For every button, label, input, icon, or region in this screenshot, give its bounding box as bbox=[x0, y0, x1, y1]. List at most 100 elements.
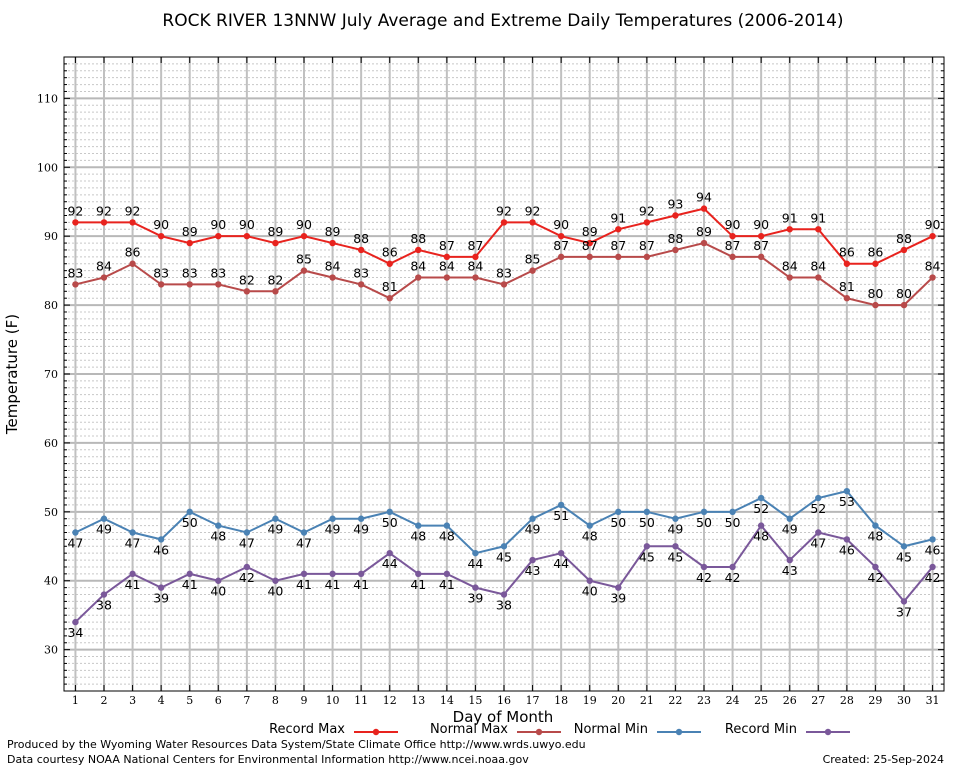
normal-min-data-label: 49 bbox=[525, 522, 541, 537]
normal-min-point bbox=[672, 515, 679, 522]
x-tick-label: 9 bbox=[301, 694, 308, 707]
normal-max-data-label: 86 bbox=[125, 245, 141, 260]
record-min-data-label: 39 bbox=[467, 591, 483, 606]
normal-max-point bbox=[300, 267, 308, 274]
normal-max-data-label: 87 bbox=[639, 238, 655, 253]
record-max-data-label: 86 bbox=[839, 245, 855, 260]
record-max-point bbox=[215, 232, 222, 240]
series-record-min: 34 38 41 39 41 40 42 40 41 41 41 44 41 41 39 38 43 44 40 39… bbox=[67, 522, 941, 640]
normal-max-point bbox=[129, 260, 136, 267]
normal-min-data-label: 49 bbox=[267, 522, 283, 537]
x-tick-label: 27 bbox=[811, 694, 825, 707]
normal-min-data-label: 48 bbox=[439, 529, 455, 544]
normal-max-data-label: 83 bbox=[353, 265, 369, 280]
footer-data-courtesy: Data courtesy NOAA National Centers for … bbox=[7, 753, 529, 766]
normal-max-data-label: 82 bbox=[267, 272, 283, 287]
x-tick-label: 4 bbox=[158, 694, 165, 707]
normal-min-point bbox=[472, 549, 479, 557]
record-max-point bbox=[357, 246, 365, 254]
x-axis-label: Day of Month bbox=[453, 708, 554, 726]
record-max-point bbox=[643, 219, 651, 226]
record-min-data-label: 39 bbox=[610, 591, 626, 606]
normal-max-data-label: 84 bbox=[810, 259, 826, 274]
record-max-data-label: 92 bbox=[96, 203, 112, 218]
y-tick-label: 30 bbox=[44, 644, 58, 657]
normal-min-data-label: 46 bbox=[925, 542, 941, 557]
normal-min-point bbox=[72, 529, 79, 536]
record-max-data-label: 92 bbox=[639, 203, 655, 218]
normal-max-point bbox=[472, 274, 479, 281]
normal-max-point bbox=[415, 274, 422, 281]
y-axis-label: Temperature (F) bbox=[3, 314, 21, 435]
record-max-data-label: 90 bbox=[925, 217, 941, 232]
normal-max-data-label: 87 bbox=[582, 238, 598, 253]
legend-label-record-min: Record Min bbox=[725, 722, 797, 737]
normal-min-data-label: 52 bbox=[753, 501, 769, 516]
x-tick-label: 1 bbox=[72, 694, 79, 707]
normal-min-point bbox=[615, 508, 622, 516]
normal-max-data-label: 80 bbox=[896, 286, 912, 301]
series-record-max: 92 92 92 90 89 90 90 89 90 89 88 86 88 87 87 92 92 90 89 91… bbox=[67, 190, 941, 267]
record-min-point bbox=[500, 591, 508, 598]
normal-min-point bbox=[243, 529, 251, 536]
normal-min-data-label: 48 bbox=[410, 529, 426, 544]
record-min-point bbox=[872, 563, 879, 571]
x-tick-label: 21 bbox=[640, 694, 654, 707]
normal-min-point bbox=[643, 508, 651, 516]
y-tick-label: 40 bbox=[44, 575, 58, 588]
record-min-data-label: 41 bbox=[182, 577, 198, 592]
normal-min-data-label: 48 bbox=[582, 529, 598, 544]
x-tick-label: 24 bbox=[726, 694, 740, 707]
record-min-data-label: 40 bbox=[267, 584, 283, 599]
record-max-point bbox=[557, 232, 565, 240]
normal-max-data-label: 84 bbox=[325, 259, 341, 274]
record-max-point bbox=[415, 246, 422, 254]
record-min-data-label: 40 bbox=[210, 584, 226, 599]
normal-min-data-label: 49 bbox=[353, 522, 369, 537]
footer-created-date: Created: 25-Sep-2024 bbox=[823, 753, 944, 766]
record-min-data-label: 41 bbox=[353, 577, 369, 592]
record-max-data-label: 92 bbox=[525, 203, 541, 218]
normal-max-point bbox=[243, 288, 251, 295]
normal-max-data-label: 84 bbox=[925, 259, 941, 274]
normal-min-data-label: 50 bbox=[639, 515, 655, 530]
x-tick-label: 5 bbox=[186, 694, 193, 707]
x-tick-label: 7 bbox=[243, 694, 250, 707]
record-min-data-label: 37 bbox=[896, 604, 912, 619]
record-min-point bbox=[329, 570, 336, 578]
record-max-point bbox=[729, 232, 736, 240]
record-min-point bbox=[243, 563, 251, 571]
normal-max-data-label: 84 bbox=[782, 259, 798, 274]
record-min-point bbox=[386, 549, 393, 557]
normal-max-point bbox=[357, 281, 365, 288]
record-max-point bbox=[700, 205, 708, 212]
record-max-data-label: 88 bbox=[896, 231, 912, 246]
x-tick-label: 14 bbox=[440, 694, 454, 707]
x-tick-label: 2 bbox=[101, 694, 108, 707]
record-max-data-label: 94 bbox=[696, 190, 712, 205]
x-tick-label: 3 bbox=[129, 694, 136, 707]
normal-min-point bbox=[529, 515, 536, 522]
record-max-data-label: 90 bbox=[553, 217, 569, 232]
legend-label-record-max: Record Max bbox=[269, 722, 345, 737]
record-min-data-label: 45 bbox=[667, 549, 683, 564]
record-max-point bbox=[72, 219, 79, 226]
normal-min-data-label: 47 bbox=[239, 536, 255, 551]
normal-max-point bbox=[872, 301, 879, 309]
normal-min-data-label: 52 bbox=[810, 501, 826, 516]
normal-max-point bbox=[100, 274, 108, 281]
record-max-data-label: 89 bbox=[182, 224, 198, 239]
normal-max-point bbox=[643, 253, 651, 261]
normal-min-data-label: 46 bbox=[153, 542, 169, 557]
normal-min-point bbox=[100, 515, 108, 522]
x-tick-label: 22 bbox=[668, 694, 682, 707]
normal-max-data-label: 81 bbox=[839, 279, 855, 294]
normal-max-point bbox=[786, 274, 793, 281]
record-min-data-label: 45 bbox=[639, 549, 655, 564]
record-max-point bbox=[186, 239, 193, 247]
series-normal-min: 47 49 47 46 50 48 47 49 47 49 49 50 48 48 44 45 49 51 48 50… bbox=[67, 487, 941, 571]
y-tick-label: 50 bbox=[44, 506, 58, 519]
normal-min-point bbox=[357, 515, 365, 522]
record-max-data-label: 90 bbox=[210, 217, 226, 232]
